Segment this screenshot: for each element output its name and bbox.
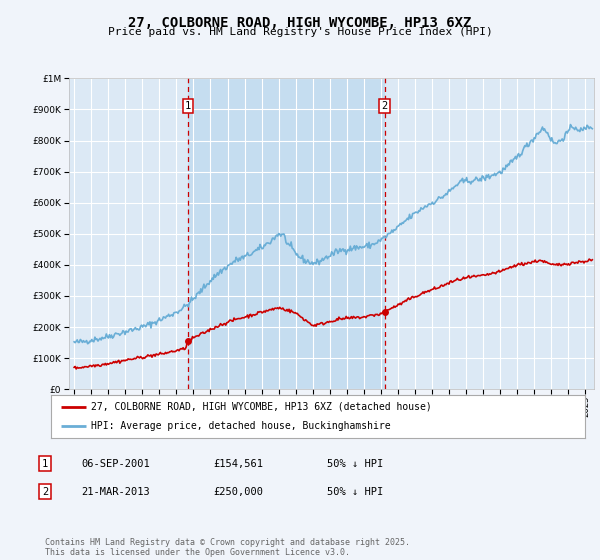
Text: Contains HM Land Registry data © Crown copyright and database right 2025.
This d: Contains HM Land Registry data © Crown c… — [45, 538, 410, 557]
Text: 1: 1 — [185, 101, 191, 111]
Text: 21-MAR-2013: 21-MAR-2013 — [81, 487, 150, 497]
Text: 1: 1 — [42, 459, 48, 469]
Text: 27, COLBORNE ROAD, HIGH WYCOMBE, HP13 6XZ: 27, COLBORNE ROAD, HIGH WYCOMBE, HP13 6X… — [128, 16, 472, 30]
Text: 50% ↓ HPI: 50% ↓ HPI — [327, 487, 383, 497]
Text: HPI: Average price, detached house, Buckinghamshire: HPI: Average price, detached house, Buck… — [91, 422, 391, 431]
Text: 27, COLBORNE ROAD, HIGH WYCOMBE, HP13 6XZ (detached house): 27, COLBORNE ROAD, HIGH WYCOMBE, HP13 6X… — [91, 402, 432, 412]
Text: 2: 2 — [382, 101, 388, 111]
Text: £250,000: £250,000 — [213, 487, 263, 497]
Text: 2: 2 — [42, 487, 48, 497]
Bar — [188, 78, 385, 389]
Text: 06-SEP-2001: 06-SEP-2001 — [81, 459, 150, 469]
Text: £154,561: £154,561 — [213, 459, 263, 469]
Text: Price paid vs. HM Land Registry's House Price Index (HPI): Price paid vs. HM Land Registry's House … — [107, 27, 493, 37]
Text: 50% ↓ HPI: 50% ↓ HPI — [327, 459, 383, 469]
